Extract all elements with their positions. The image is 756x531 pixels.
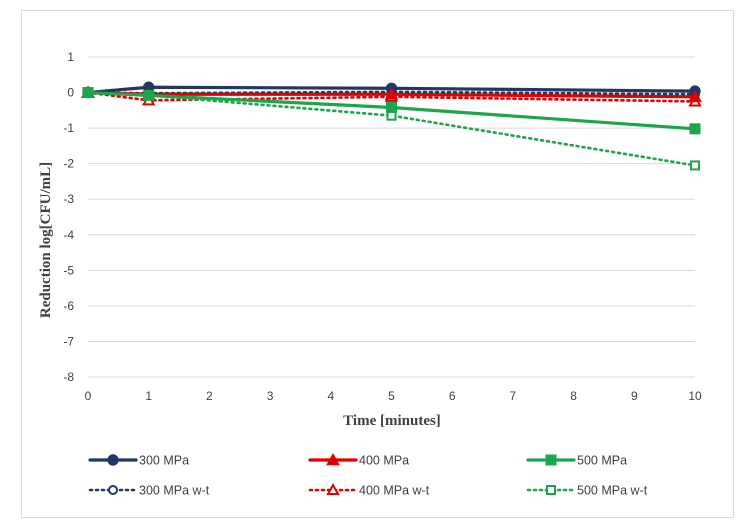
- series-line: [86, 85, 697, 95]
- series-500-mpa: [82, 87, 701, 135]
- x-tick-label: 1: [145, 389, 152, 403]
- y-tick-label: -2: [63, 157, 74, 171]
- y-tick-label: 0: [67, 86, 74, 100]
- legend: 300 MPa 400 MPa 500 MPa 300 MPa w-t 400 MPa …: [88, 452, 648, 498]
- legend-label: 400 MPa w-t: [359, 484, 430, 498]
- plot-area: [81, 81, 702, 171]
- legend-marker: [326, 482, 340, 495]
- data-point: [82, 87, 94, 99]
- y-tick-label: -8: [63, 370, 74, 384]
- legend-item: 400 MPa: [308, 452, 409, 468]
- legend-label: 500 MPa w-t: [577, 484, 648, 498]
- series-line: [86, 90, 697, 131]
- x-tick-label: 6: [449, 389, 456, 403]
- legend-marker: [545, 454, 557, 466]
- x-tick-label: 3: [267, 389, 274, 403]
- y-axis-title: Reduction log[CFU/mL]: [38, 162, 54, 318]
- y-tick-label: -6: [63, 299, 74, 313]
- x-tick-label: 10: [688, 389, 702, 403]
- data-point: [690, 160, 700, 171]
- legend-item: 300 MPa w-t: [88, 484, 210, 498]
- legend-marker: [107, 454, 119, 466]
- legend-marker: [326, 452, 340, 466]
- legend-item: 400 MPa w-t: [308, 482, 430, 498]
- x-tick-label: 8: [570, 389, 577, 403]
- legend-item: 300 MPa: [88, 454, 189, 468]
- legend-item: 500 MPa: [526, 454, 627, 468]
- x-tick-label: 7: [510, 389, 517, 403]
- series-line: [86, 91, 697, 103]
- legend-label: 400 MPa: [359, 454, 409, 468]
- data-point: [384, 87, 399, 100]
- legend-marker: [108, 485, 118, 495]
- y-axis-ticks: 1 0 -1 -2 -3 -4 -5 -6 -7 -8: [63, 50, 74, 384]
- y-tick-label: -7: [63, 334, 74, 348]
- legend-label: 500 MPa: [577, 454, 627, 468]
- x-axis-ticks: 0 1 2 3 4 5 6 7 8 9 10: [85, 389, 702, 403]
- x-tick-label: 4: [327, 389, 334, 403]
- legend-item: 500 MPa w-t: [526, 484, 648, 498]
- data-point: [386, 101, 397, 113]
- y-tick-label: -5: [63, 263, 74, 277]
- x-tick-label: 5: [388, 389, 395, 403]
- legend-label: 300 MPa w-t: [139, 484, 210, 498]
- x-tick-label: 9: [631, 389, 638, 403]
- y-tick-label: -4: [63, 228, 74, 242]
- x-axis-title: Time [minutes]: [343, 413, 441, 429]
- y-tick-label: 1: [67, 50, 74, 64]
- y-tick-label: -3: [63, 192, 74, 206]
- data-point: [688, 89, 702, 103]
- x-tick-label: 0: [85, 389, 92, 403]
- x-tick-label: 2: [206, 389, 213, 403]
- legend-label: 300 MPa: [139, 454, 189, 468]
- y-tick-label: -1: [63, 121, 74, 135]
- data-point: [143, 89, 155, 101]
- legend-marker: [546, 485, 556, 495]
- data-point: [689, 123, 701, 135]
